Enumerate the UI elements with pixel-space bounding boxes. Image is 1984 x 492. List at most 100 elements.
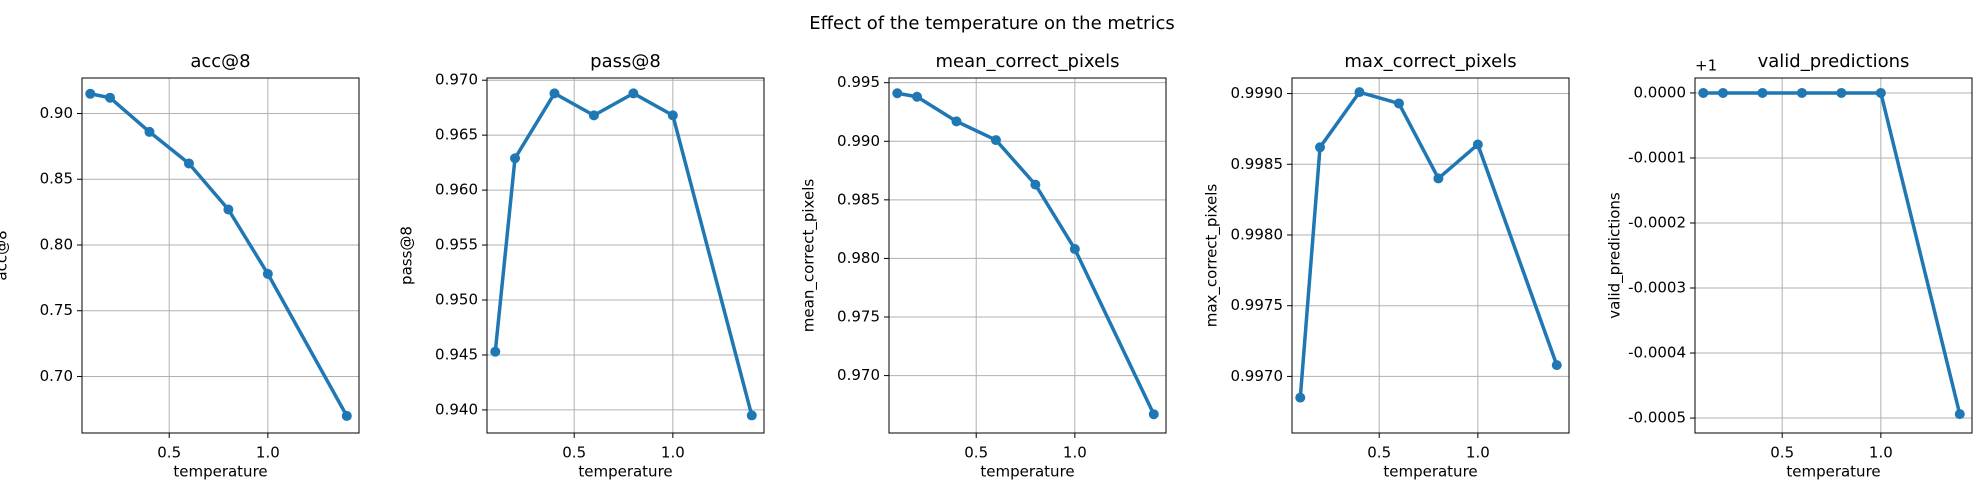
y-tick-label: 0.970 (837, 366, 880, 384)
line (1298, 90, 1559, 398)
figure-title: Effect of the temperature on the metrics (809, 13, 1174, 34)
y-tick-label: 0.85 (40, 170, 73, 188)
y-tick-label: -0.0005 (1628, 409, 1686, 427)
x-tick-label: 0.5 (1770, 444, 1794, 462)
marker (490, 346, 501, 357)
x-axis-label: temperature (173, 463, 267, 481)
y-tick-label: 0.9980 (1231, 225, 1284, 243)
marker (1551, 360, 1562, 371)
marker (990, 135, 1001, 146)
marker (1030, 179, 1041, 190)
x-tick-label: 0.5 (1367, 444, 1391, 462)
y-tick-label: 0.9990 (1231, 84, 1284, 102)
marker (746, 410, 757, 421)
marker (1354, 87, 1365, 98)
y-tick-label: 0.90 (40, 104, 73, 122)
marker (1757, 87, 1768, 98)
marker (262, 268, 273, 279)
axes-frame (888, 77, 1167, 434)
axes-frame (1291, 77, 1570, 434)
x-axis-label: temperature (980, 463, 1074, 481)
line (493, 91, 754, 416)
y-axis-label: mean_correct_pixels (800, 179, 819, 333)
marker (85, 88, 96, 99)
y-tick-label: 0.965 (435, 126, 478, 144)
y-tick-label: 0.950 (435, 291, 478, 309)
y-axis-label: acc@8 (0, 230, 11, 280)
x-axis-label: temperature (578, 463, 672, 481)
x-tick-label: 0.5 (157, 444, 181, 462)
marker (1315, 142, 1326, 153)
y-tick-label: 0.9975 (1231, 296, 1284, 314)
y-tick-label: 0.0000 (1634, 83, 1687, 101)
marker (667, 110, 678, 121)
axes-frame (81, 77, 360, 434)
marker (912, 91, 923, 102)
y-tick-label: -0.0004 (1628, 344, 1686, 362)
x-tick-label: 0.5 (964, 444, 988, 462)
marker (1875, 87, 1886, 98)
y-tick-label: 0.9985 (1231, 155, 1284, 173)
y-axis-label: valid_predictions (1606, 192, 1625, 319)
y-axis-label: max_correct_pixels (1203, 184, 1222, 328)
y-tick-label: 0.80 (40, 235, 73, 253)
marker (223, 204, 234, 215)
marker (588, 110, 599, 121)
y-tick-label: 0.975 (837, 308, 880, 326)
marker (951, 116, 962, 127)
marker (892, 88, 903, 99)
marker (1954, 409, 1965, 420)
axes-frame (486, 77, 765, 434)
y-tick-label: 0.9970 (1231, 367, 1284, 385)
axes-title: max_correct_pixels (1344, 51, 1516, 72)
y-tick-label: 0.70 (40, 367, 73, 385)
y-tick-label: 0.940 (435, 400, 478, 418)
line (89, 92, 349, 417)
marker (1472, 139, 1483, 150)
x-tick-label: 1.0 (1869, 444, 1893, 462)
axes-frame (1694, 77, 1973, 434)
y-tick-label: 0.985 (837, 190, 880, 208)
axes-title: valid_predictions (1758, 51, 1910, 72)
marker (105, 92, 116, 103)
y-tick-label: 0.980 (837, 249, 880, 267)
offset-label: +1 (1695, 57, 1717, 75)
x-tick-label: 1.0 (1063, 444, 1087, 462)
x-axis-label: temperature (1786, 463, 1880, 481)
x-tick-label: 0.5 (562, 444, 586, 462)
y-tick-label: -0.0001 (1628, 148, 1686, 166)
marker (144, 126, 155, 137)
marker (1698, 87, 1709, 98)
y-tick-label: 0.970 (435, 71, 478, 89)
axes-title: mean_correct_pixels (935, 51, 1119, 72)
y-tick-label: -0.0002 (1628, 213, 1686, 231)
marker (510, 153, 521, 164)
marker (1295, 392, 1306, 403)
marker (183, 158, 194, 169)
x-tick-label: 1.0 (256, 444, 280, 462)
y-tick-label: 0.995 (837, 73, 880, 91)
x-tick-label: 1.0 (1466, 444, 1490, 462)
marker (1796, 87, 1807, 98)
line (1703, 91, 1962, 415)
marker (549, 88, 560, 99)
axes-title: pass@8 (590, 51, 661, 72)
y-tick-label: 0.945 (435, 345, 478, 363)
marker (1718, 87, 1729, 98)
x-axis-label: temperature (1383, 463, 1477, 481)
marker (341, 410, 352, 421)
marker (1148, 409, 1159, 420)
y-tick-label: 0.990 (837, 132, 880, 150)
marker (1836, 87, 1847, 98)
x-tick-label: 1.0 (661, 444, 685, 462)
marker (1393, 98, 1404, 109)
marker (1069, 244, 1080, 255)
marker (628, 88, 639, 99)
y-tick-label: 0.960 (435, 181, 478, 199)
y-tick-label: 0.955 (435, 236, 478, 254)
y-tick-label: -0.0003 (1628, 279, 1686, 297)
marker (1433, 173, 1444, 184)
axes-title: acc@8 (190, 51, 250, 72)
y-axis-label: pass@8 (398, 226, 416, 285)
